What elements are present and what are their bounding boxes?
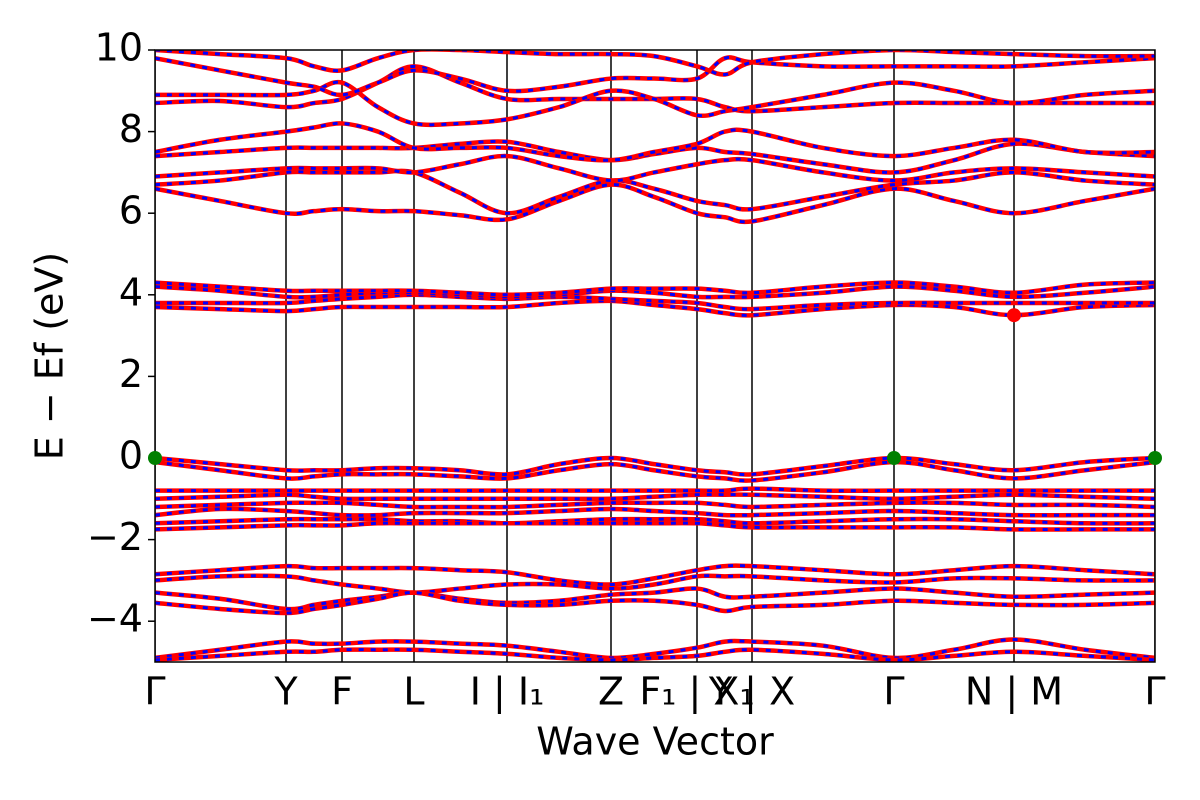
y-tick-label: −2 xyxy=(87,515,143,559)
x-tick-label: N | M xyxy=(965,670,1063,715)
band-dash xyxy=(155,121,1155,162)
extremum-point xyxy=(148,451,162,465)
band-dash xyxy=(155,501,1155,509)
band-dash xyxy=(155,281,1155,297)
band-dash xyxy=(155,591,1155,615)
y-tick-label: 8 xyxy=(119,107,143,151)
band-line xyxy=(155,520,1155,532)
band-line xyxy=(155,486,1155,494)
band-line xyxy=(155,563,1155,587)
plot-frame xyxy=(154,49,1156,663)
band-dash xyxy=(155,521,1155,532)
y-tick-label: −4 xyxy=(87,597,143,641)
x-tick-label: Γ xyxy=(1144,670,1165,714)
band-line xyxy=(155,506,1155,518)
band-line xyxy=(155,50,1155,77)
extremum-point xyxy=(1148,451,1162,465)
y-tick-label: 0 xyxy=(119,434,143,478)
band-dash xyxy=(155,507,1155,517)
band-dash xyxy=(155,169,1155,215)
x-tick-label: Γ xyxy=(883,670,904,714)
band-dash xyxy=(155,456,1155,477)
x-tick-label: L xyxy=(403,670,424,714)
band-line xyxy=(155,168,1155,216)
band-dash xyxy=(155,648,1155,662)
band-dash xyxy=(155,517,1155,525)
x-tick-label: F₁ | X₁ xyxy=(639,670,754,715)
band-dash xyxy=(155,64,1155,113)
x-tick-label: I | I₁ xyxy=(470,670,545,715)
plot-area xyxy=(155,50,1155,662)
band-dash xyxy=(155,293,1155,311)
x-tick-label: F xyxy=(331,670,353,714)
band-dash xyxy=(155,574,1155,595)
band-line xyxy=(155,500,1155,510)
y-tick-label: 4 xyxy=(119,270,143,314)
y-tick-label: 10 xyxy=(95,26,143,70)
x-axis-label: Wave Vector xyxy=(536,720,774,764)
band-dash xyxy=(155,460,1155,483)
band-dash xyxy=(155,493,1155,501)
band-line xyxy=(155,637,1155,661)
extremum-point xyxy=(887,451,901,465)
extremum-point xyxy=(1007,308,1021,323)
band-dash xyxy=(155,55,1155,97)
x-tick-label: Γ xyxy=(144,670,165,714)
band-line xyxy=(155,182,1155,225)
y-tick-label: 2 xyxy=(119,352,143,396)
x-tick-label: Z xyxy=(598,670,624,714)
band-line xyxy=(155,492,1155,502)
band-dash xyxy=(155,487,1155,493)
y-tick-label: 6 xyxy=(119,189,143,233)
band-line xyxy=(155,153,1155,183)
x-tick-label: Y | X xyxy=(708,670,795,715)
y-axis-label: E − Ef (eV) xyxy=(28,252,72,461)
x-tick-label: Y xyxy=(273,670,298,714)
band-dash xyxy=(155,586,1155,611)
band-dash xyxy=(155,564,1155,586)
